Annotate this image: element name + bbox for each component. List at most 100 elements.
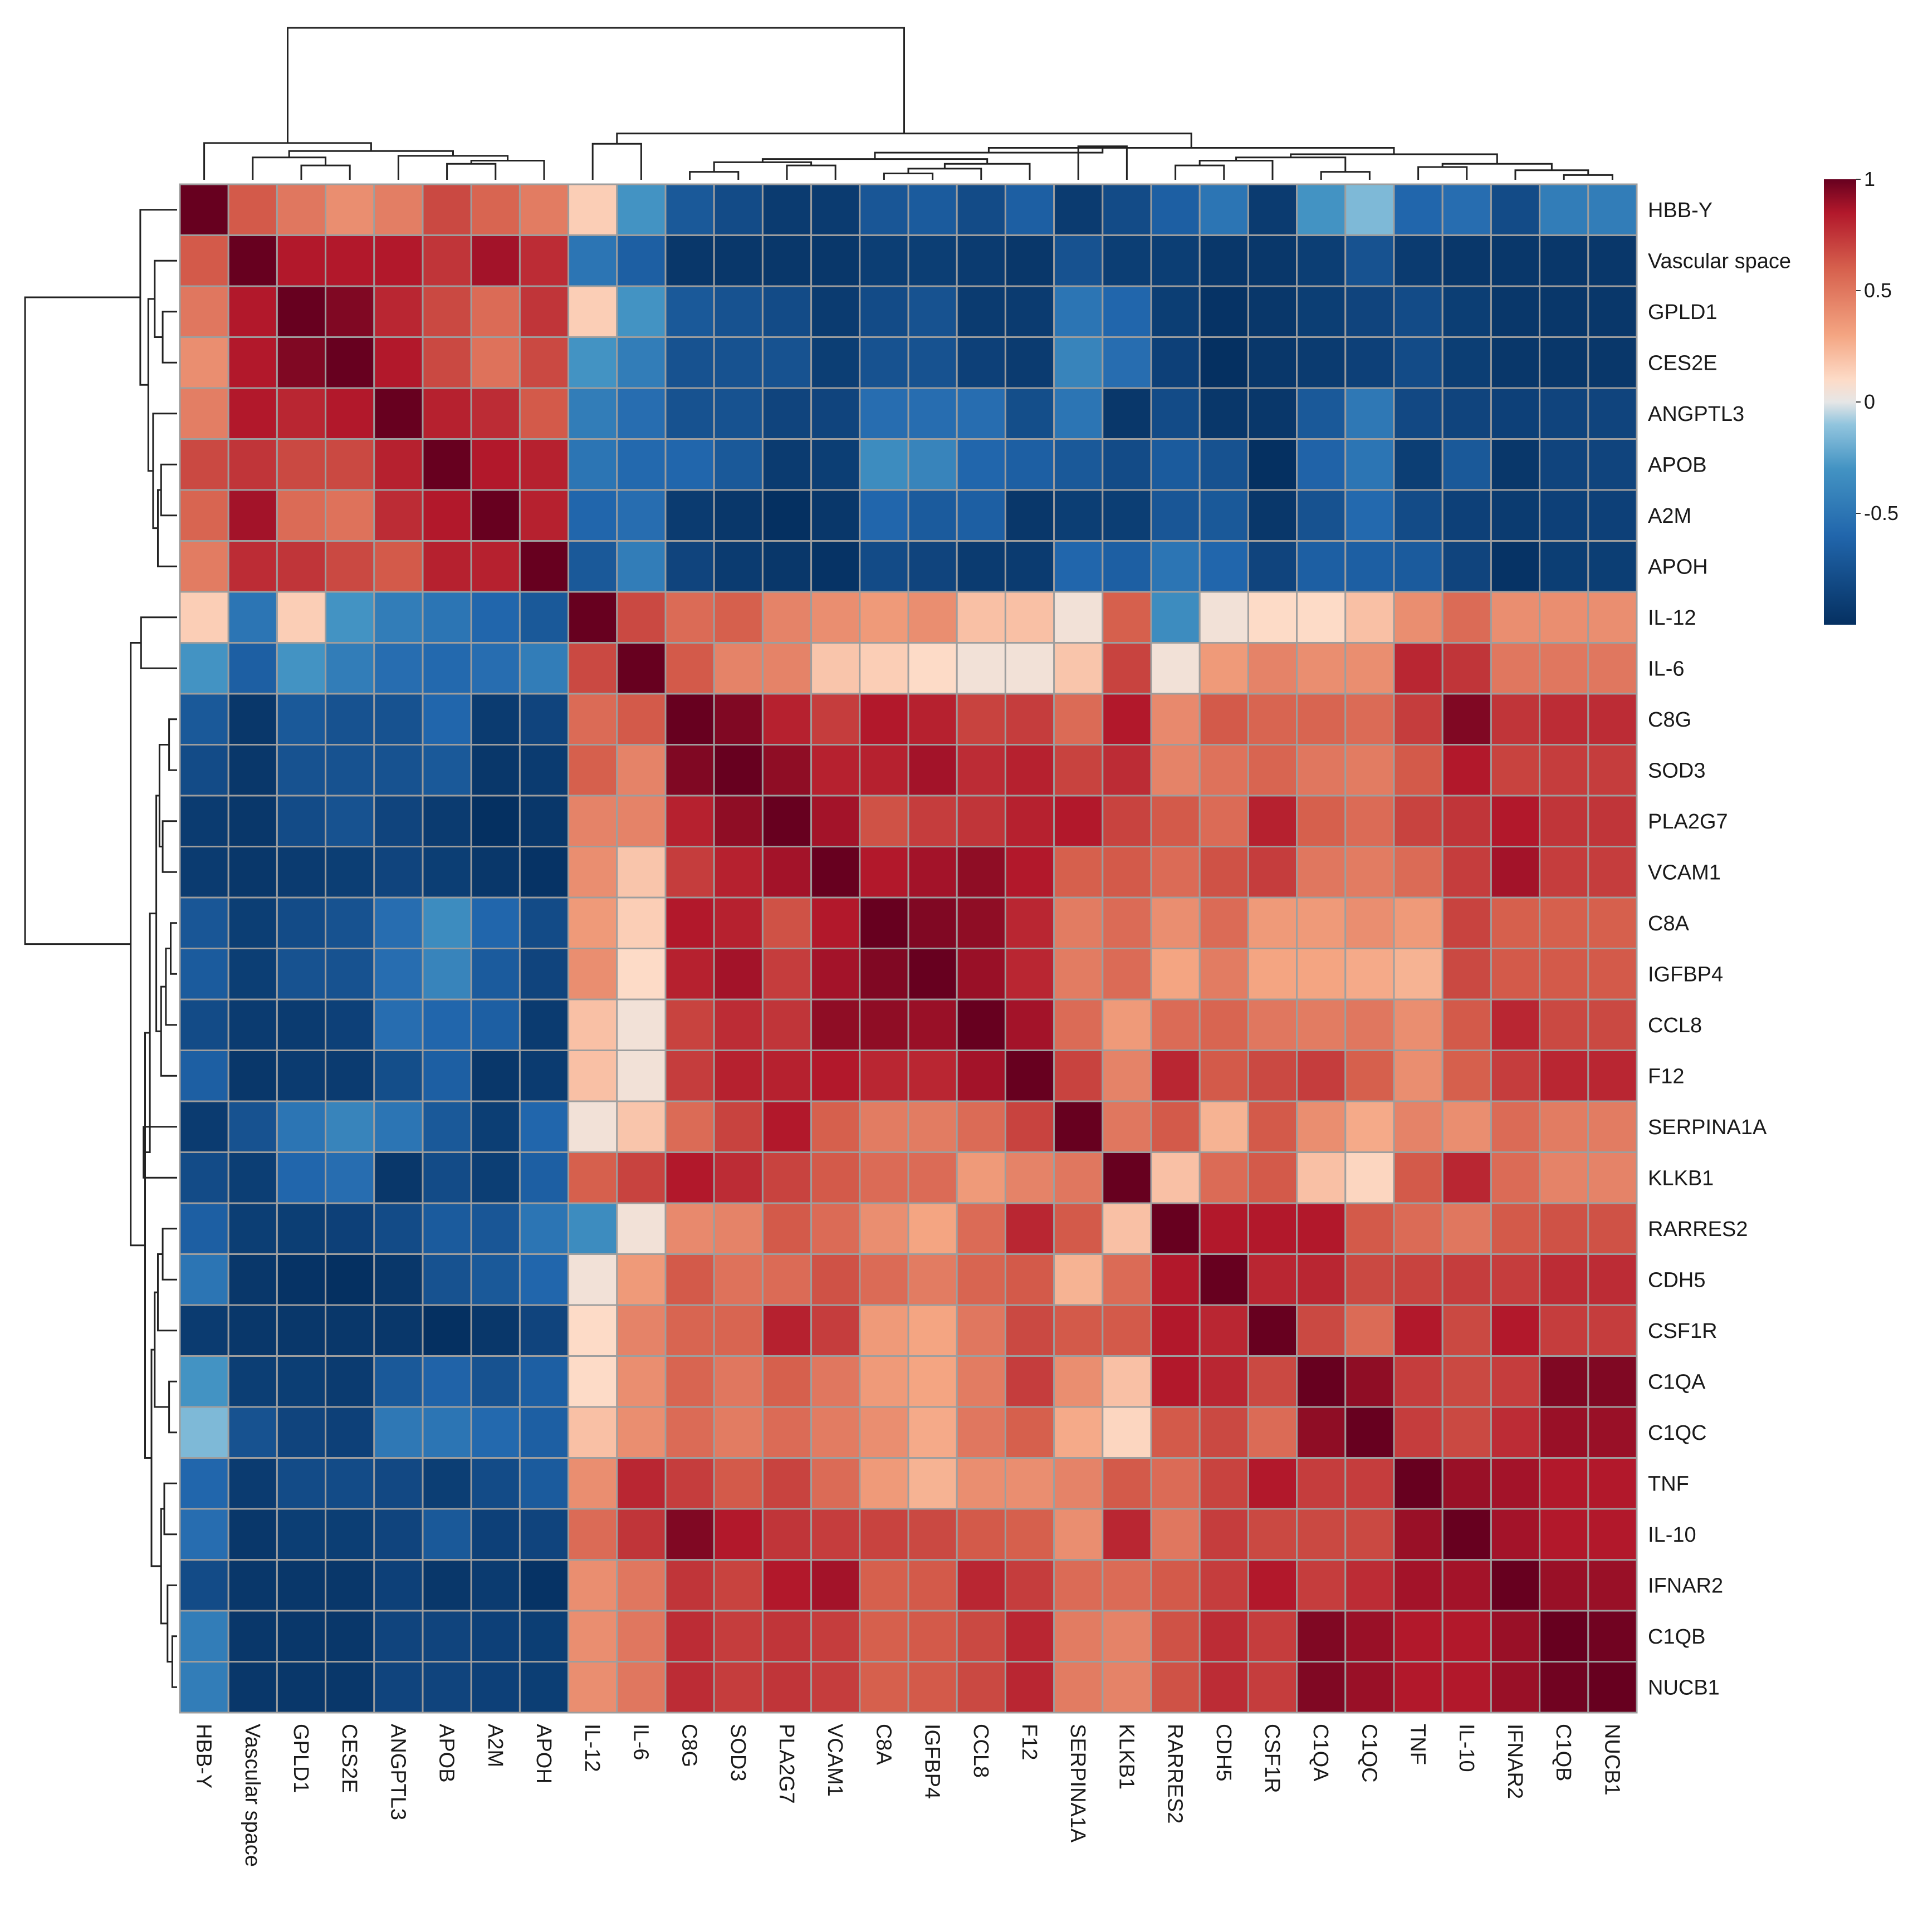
heatmap-cell-11-12 (761, 744, 813, 797)
heatmap-cell-23-4 (373, 1355, 424, 1408)
heatmap-cell-12-22 (1247, 795, 1298, 847)
heatmap-cell-6-24 (1344, 489, 1395, 542)
heatmap-cell-22-8 (567, 1304, 618, 1357)
heatmap-cell-28-13 (810, 1610, 861, 1663)
column-label: A2M (483, 1724, 507, 1767)
heatmap-cell-28-24 (1344, 1610, 1395, 1663)
heatmap-cell-19-3 (325, 1151, 375, 1204)
heatmap-cell-27-5 (422, 1559, 472, 1612)
heatmap-cell-26-22 (1247, 1508, 1298, 1561)
heatmap-cell-22-11 (713, 1304, 764, 1357)
heatmap-cell-2-22 (1247, 285, 1298, 338)
heatmap-cell-10-19 (1102, 693, 1152, 746)
heatmap-cell-11-7 (518, 744, 570, 797)
heatmap-cell-11-18 (1053, 744, 1104, 797)
heatmap-cell-9-19 (1102, 642, 1152, 695)
heatmap-cell-5-28 (1539, 438, 1589, 491)
heatmap-cell-21-29 (1587, 1253, 1638, 1306)
heatmap-cell-8-15 (907, 591, 958, 644)
column-dendrogram-branch (1175, 164, 1225, 180)
heatmap-cell-18-14 (859, 1100, 909, 1153)
heatmap-cell-20-22 (1247, 1202, 1298, 1255)
heatmap-cell-14-3 (325, 896, 375, 949)
row-labels: HBB-Y Vascular space GPLD1 CES2E ANGPTL3 APOB… (1648, 199, 1791, 1700)
heatmap-cell-14-4 (373, 896, 424, 949)
heatmap-cell-14-21 (1198, 896, 1249, 949)
heatmap-cell-14-19 (1102, 896, 1152, 949)
heatmap-cell-2-29 (1587, 285, 1638, 338)
heatmap-cell-20-5 (422, 1202, 472, 1255)
heatmap-cell-10-10 (664, 693, 715, 746)
heatmap-cell-3-7 (518, 336, 570, 389)
heatmap-cell-11-1 (227, 744, 278, 797)
heatmap-cell-15-11 (713, 948, 764, 1001)
heatmap-cell-16-19 (1102, 998, 1152, 1051)
heatmap-cell-16-0 (179, 998, 229, 1051)
heatmap-cell-19-13 (810, 1151, 861, 1204)
heatmap-cell-3-27 (1490, 336, 1541, 389)
row-label: APOB (1648, 453, 1707, 477)
column-dendrogram-branch (252, 156, 327, 180)
heatmap-cell-25-16 (956, 1457, 1006, 1510)
heatmap-cell-9-5 (422, 642, 472, 695)
heatmap-cell-24-1 (227, 1406, 278, 1459)
row-dendrogram-branch (163, 1482, 177, 1536)
heatmap-cell-12-3 (325, 795, 375, 847)
heatmap-cell-20-23 (1296, 1202, 1347, 1255)
heatmap-cell-17-18 (1053, 1050, 1104, 1102)
heatmap-cell-28-27 (1490, 1610, 1541, 1663)
heatmap-cell-15-24 (1344, 948, 1395, 1001)
heatmap-cell-12-9 (616, 795, 667, 847)
heatmap-cell-23-3 (325, 1355, 375, 1408)
heatmap-cell-17-23 (1296, 1050, 1347, 1102)
heatmap-cell-1-29 (1587, 234, 1638, 287)
heatmap-cell-24-17 (1004, 1406, 1055, 1459)
heatmap-cell-25-29 (1587, 1457, 1638, 1510)
legend-tick-label: 1 (1864, 168, 1875, 190)
heatmap-cell-19-22 (1247, 1151, 1298, 1204)
heatmap-cell-2-26 (1441, 285, 1492, 338)
row-dendrogram-branch (162, 311, 177, 364)
row-dendrogram-branch (150, 1349, 162, 1567)
heatmap-cell-26-10 (664, 1508, 715, 1561)
heatmap-cell-24-5 (422, 1406, 472, 1459)
heatmap-cell-9-22 (1247, 642, 1298, 695)
heatmap-cell-3-18 (1053, 336, 1104, 389)
heatmap-cell-18-15 (907, 1100, 958, 1153)
heatmap-cell-5-26 (1441, 438, 1492, 491)
heatmap-cell-13-27 (1490, 846, 1541, 899)
heatmap-cell-27-27 (1490, 1559, 1541, 1612)
heatmap-cell-9-10 (664, 642, 715, 695)
heatmap-cell-17-9 (616, 1050, 667, 1102)
heatmap-cell-15-29 (1587, 948, 1638, 1001)
heatmap-cell-0-5 (422, 183, 472, 236)
heatmap-cell-9-27 (1490, 642, 1541, 695)
heatmap-cell-23-18 (1053, 1355, 1104, 1408)
heatmap-cell-10-23 (1296, 693, 1347, 746)
heatmap-cell-18-2 (276, 1100, 327, 1153)
heatmap-cell-20-1 (227, 1202, 278, 1255)
heatmap-cell-26-0 (179, 1508, 229, 1561)
heatmap-cell-29-22 (1247, 1661, 1298, 1714)
heatmap-cell-21-16 (956, 1253, 1006, 1306)
heatmap-cell-19-12 (761, 1151, 813, 1204)
heatmap-cell-0-2 (276, 183, 327, 236)
heatmap-cell-23-22 (1247, 1355, 1298, 1408)
heatmap-cell-14-26 (1441, 896, 1492, 949)
legend-tick-label: 0.5 (1864, 279, 1892, 302)
heatmap-cell-7-14 (859, 540, 909, 593)
heatmap-cell-11-9 (616, 744, 667, 797)
heatmap-cell-15-2 (276, 948, 327, 1001)
heatmap-cell-21-20 (1150, 1253, 1201, 1306)
heatmap-cell-4-23 (1296, 387, 1347, 440)
heatmap-cell-4-26 (1441, 387, 1492, 440)
heatmap-cell-2-11 (713, 285, 764, 338)
heatmap-cell-0-26 (1441, 183, 1492, 236)
heatmap-cell-15-9 (616, 948, 667, 1001)
heatmap-cell-14-28 (1539, 896, 1589, 949)
heatmap-cell-2-18 (1053, 285, 1104, 338)
heatmap-cell-6-22 (1247, 489, 1298, 542)
heatmap-cell-10-25 (1393, 693, 1444, 746)
column-label: IFNAR2 (1503, 1724, 1526, 1799)
heatmap-cell-28-7 (518, 1610, 570, 1663)
